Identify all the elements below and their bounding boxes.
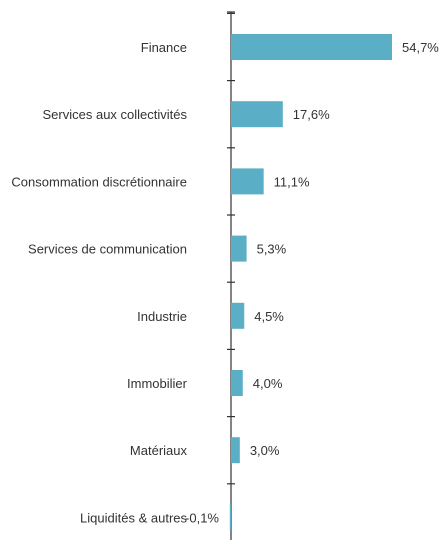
category-label: Liquidités & autres	[80, 510, 187, 525]
bar-1	[231, 34, 392, 60]
value-label: 17,6%	[293, 107, 330, 122]
value-label: 4,5%	[254, 309, 284, 324]
category-label: Immobilier	[127, 376, 188, 391]
bar-6	[231, 370, 243, 396]
value-label: 3,0%	[250, 443, 280, 458]
category-label: Consommation discrétionnaire	[11, 174, 187, 189]
bar-4	[231, 235, 247, 262]
bars-layer	[229, 34, 392, 531]
bar-2	[231, 101, 283, 128]
category-label: Matériaux	[130, 443, 188, 458]
value-label: -0,1%	[185, 510, 219, 525]
value-label: 4,0%	[253, 376, 283, 391]
value-label: 54,7%	[402, 40, 439, 55]
bar-7	[231, 437, 240, 464]
bar-8	[229, 504, 231, 531]
bar-3	[231, 168, 264, 195]
category-label: Services aux collectivités	[43, 107, 188, 122]
category-label: Industrie	[137, 309, 187, 324]
value-label: 5,3%	[257, 242, 287, 257]
labels-layer: Finance 54,7% Services aux collectivités 17…	[11, 40, 439, 525]
category-label: Finance	[141, 40, 187, 55]
value-label: 11,1%	[274, 174, 310, 189]
category-label: Services de communication	[28, 242, 187, 257]
bar-5	[231, 302, 245, 329]
